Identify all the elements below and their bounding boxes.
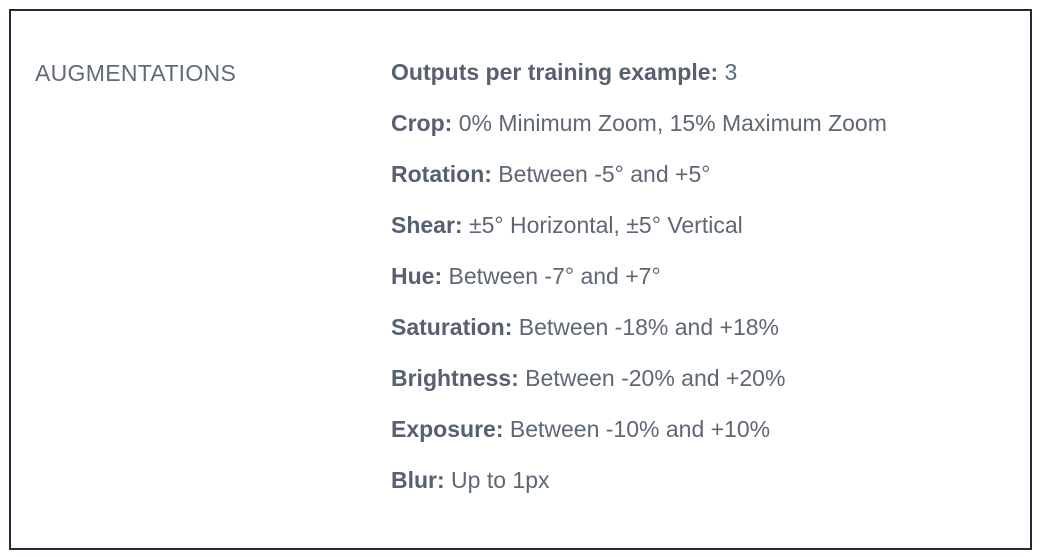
augmentation-list: Outputs per training example: 3 Crop: 0%…: [391, 58, 887, 517]
augmentation-outputs: Outputs per training example: 3: [391, 58, 887, 109]
augmentation-key: Rotation:: [391, 161, 492, 187]
augmentation-value: 3: [718, 59, 738, 85]
augmentation-key: Crop:: [391, 110, 453, 136]
augmentation-key: Saturation:: [391, 314, 513, 340]
augmentation-value: Between -7° and +7°: [442, 263, 661, 289]
augmentation-value: ±5° Horizontal, ±5° Vertical: [462, 212, 743, 238]
augmentation-blur: Blur: Up to 1px: [391, 466, 887, 517]
augmentation-key: Blur:: [391, 467, 445, 493]
augmentation-value: Between -10% and +10%: [503, 416, 771, 442]
augmentations-panel: AUGMENTATIONS Outputs per training examp…: [9, 9, 1032, 550]
augmentation-key: Outputs per training example:: [391, 59, 719, 85]
augmentation-key: Hue:: [391, 263, 443, 289]
augmentation-rotation: Rotation: Between -5° and +5°: [391, 160, 887, 211]
augmentation-hue: Hue: Between -7° and +7°: [391, 262, 887, 313]
augmentation-value: 0% Minimum Zoom, 15% Maximum Zoom: [452, 110, 887, 136]
augmentation-value: Between -20% and +20%: [518, 365, 786, 391]
augmentation-value: Between -5° and +5°: [491, 161, 711, 187]
augmentation-shear: Shear: ±5° Horizontal, ±5° Vertical: [391, 211, 887, 262]
augmentation-brightness: Brightness: Between -20% and +20%: [391, 364, 887, 415]
section-label: AUGMENTATIONS: [35, 60, 237, 86]
augmentation-key: Brightness:: [391, 365, 519, 391]
augmentation-exposure: Exposure: Between -10% and +10%: [391, 415, 887, 466]
augmentation-key: Shear:: [391, 212, 463, 238]
augmentation-saturation: Saturation: Between -18% and +18%: [391, 313, 887, 364]
augmentation-value: Between -18% and +18%: [512, 314, 779, 340]
augmentation-crop: Crop: 0% Minimum Zoom, 15% Maximum Zoom: [391, 109, 887, 160]
augmentation-key: Exposure:: [391, 416, 504, 442]
augmentation-value: Up to 1px: [444, 467, 550, 493]
